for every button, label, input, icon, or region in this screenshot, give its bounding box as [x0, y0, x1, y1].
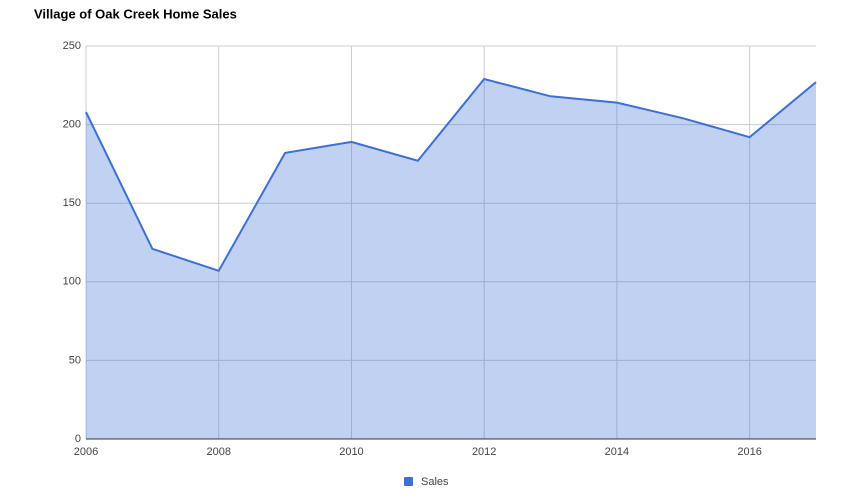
x-tick-label: 2016	[737, 446, 761, 458]
legend-swatch	[404, 477, 413, 486]
y-tick-label: 250	[63, 40, 81, 52]
y-tick-label: 50	[69, 354, 81, 366]
y-tick-label: 0	[75, 433, 81, 445]
y-tick-label: 100	[63, 276, 81, 288]
legend-label: Sales	[421, 476, 449, 488]
y-tick-label: 150	[63, 197, 81, 209]
area-line	[85, 77, 817, 273]
chart-title: Village of Oak Creek Home Sales	[34, 6, 237, 21]
y-tick-label: 200	[63, 119, 81, 131]
x-tick-label: 2008	[206, 446, 230, 458]
x-tick-label: 2012	[472, 446, 496, 458]
x-tick-label: 2006	[74, 446, 98, 458]
x-tick-label: 2014	[605, 446, 629, 458]
area-fill	[86, 79, 816, 440]
x-tick-label: 2010	[339, 446, 363, 458]
